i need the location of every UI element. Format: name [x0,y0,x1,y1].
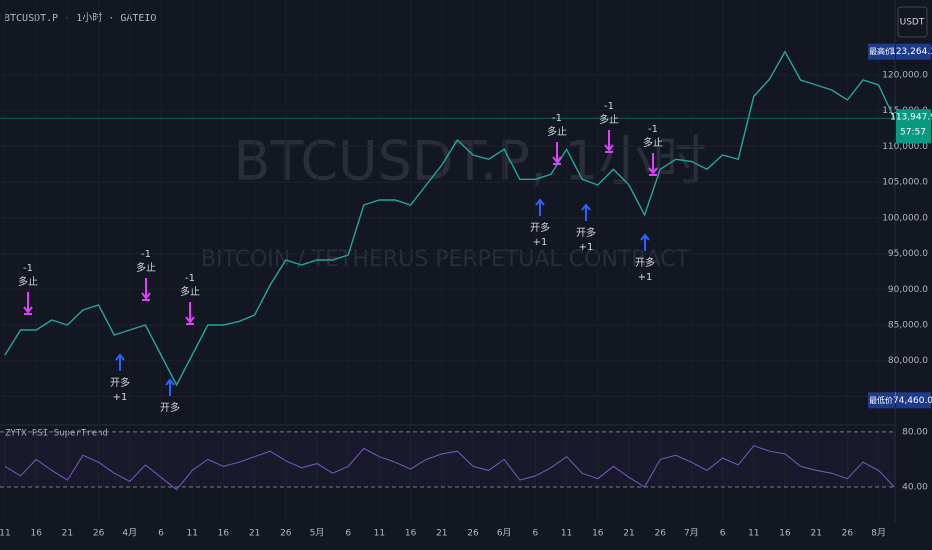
buy-text: 开多 [530,221,550,234]
sell-top: -1 [141,249,151,260]
indicator-name: ZYTX RSI SuperTrend [5,429,108,439]
x-tick-label: 16 [592,529,604,539]
low-value: 74,460.0 [893,396,932,406]
x-tick-label: 26 [467,529,479,539]
sell-text: 多止 [136,261,156,274]
y-tick-label: 120,000.0 [882,71,928,81]
x-tick-label: 4月 [122,528,137,539]
sell-top: -1 [185,273,195,284]
buy-text: 开多 [635,256,655,269]
indicator-tick-label: 40.00 [902,482,928,492]
x-tick-label: 11 [748,529,759,539]
x-tick-label: 16 [779,529,791,539]
x-tick-label: 21 [623,529,634,539]
x-tick-label: 26 [93,529,105,539]
x-tick-label: 6 [720,529,726,539]
buy-arrow [115,353,125,371]
countdown: 57:57 [900,128,926,138]
y-tick-label: 80,000.0 [888,356,928,366]
sell-top: -1 [648,124,658,135]
x-tick-label: 16 [30,529,42,539]
high-tag-box [868,43,895,60]
low-tag-box [868,392,895,409]
indicator-line [4,445,895,491]
low-tag: 最低价 [869,395,893,405]
last-price-box [896,109,931,144]
sell-text: 多止 [180,285,200,298]
sell-top: -1 [23,263,33,274]
x-tick-label: 6 [345,529,351,539]
sell-arrow [648,153,658,176]
buy-text: 开多 [110,376,130,389]
x-tick-label: 21 [810,529,821,539]
sell-text: 多止 [599,113,619,126]
high-value: 123,264.3 [890,47,932,57]
x-tick-label: 6月 [497,528,512,539]
sell-arrow [141,278,151,301]
watermark: BTCUSDT.P, 1小时 [234,130,707,193]
x-tick-label: 26 [842,529,854,539]
indicator-band [0,431,895,487]
x-tick-label: 8月 [871,528,886,539]
last-price-label: 113,947.9 [890,113,932,123]
y-tick-label: 100,000.0 [882,213,928,223]
x-tick-label: 11 [186,529,197,539]
sell-arrow [604,130,614,153]
buy-sub: +1 [579,242,594,253]
y-tick-label: 110,000.0 [882,142,928,152]
y-tick-label: 85,000.0 [888,321,928,331]
price-line [4,50,895,387]
x-tick-label: 21 [436,529,447,539]
buy-text: 开多 [160,401,180,414]
buy-arrow [581,203,591,221]
x-tick-label: 11 [374,529,385,539]
chart-title: BTCUSDT.P · 1小时 · GATEIO [4,12,156,24]
buy-sub: +1 [638,272,653,283]
sell-arrow [23,292,33,315]
indicator-tick-label: 80.00 [902,427,928,437]
x-tick-label: 21 [249,529,260,539]
sell-arrow [552,142,562,165]
high-tag: 最高价 [869,46,893,56]
sell-text: 多止 [547,125,567,138]
x-tick-label: 21 [62,529,73,539]
currency-button[interactable] [897,6,928,38]
x-tick-label: 6 [533,529,539,539]
x-tick-label: 26 [654,529,666,539]
sell-text: 多止 [18,275,38,288]
x-tick-label: 16 [405,529,417,539]
x-tick-label: 16 [218,529,230,539]
x-tick-label: 11 [0,529,11,539]
x-tick-label: 11 [561,529,572,539]
x-tick-label: 6 [158,529,164,539]
buy-sub: +1 [113,392,128,403]
y-tick-label: 90,000.0 [888,285,928,295]
buy-arrow [535,198,545,216]
currency-label: USDT [900,18,925,28]
x-tick-label: 26 [280,529,292,539]
y-tick-label: 95,000.0 [888,249,928,259]
sell-arrow [185,302,195,325]
sell-text: 多止 [643,136,663,149]
buy-arrow [165,378,175,396]
watermark-sub: BITCOIN / TETHERUS PERPETUAL CONTRACT [201,247,690,272]
buy-text: 开多 [576,226,596,239]
y-tick-label: 105,000.0 [882,178,928,188]
sell-top: -1 [552,113,562,124]
buy-arrow [640,233,650,251]
buy-sub: +1 [533,237,548,248]
high-value-box [896,43,931,60]
sell-top: -1 [604,101,614,112]
low-value-box [896,392,931,409]
x-tick-label: 7月 [684,528,699,539]
x-tick-label: 5月 [310,528,325,539]
